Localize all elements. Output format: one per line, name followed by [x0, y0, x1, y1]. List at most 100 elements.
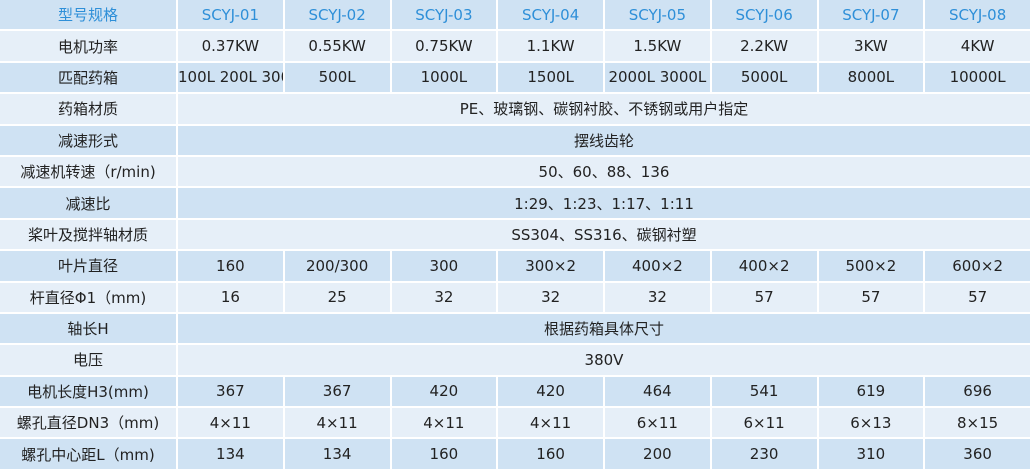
row-label: 螺孔直径DN3（mm)	[0, 408, 176, 438]
value-cell: 300×2	[498, 251, 603, 281]
value-cell: 134	[178, 439, 283, 469]
row-label: 轴长H	[0, 313, 176, 344]
value-cell: 1000L	[391, 62, 497, 93]
value-cell: 160	[178, 251, 283, 281]
value-cell: 100L 200L 300L	[178, 62, 283, 93]
value-cell: 25	[284, 282, 390, 312]
value-cell: 1.5KW	[605, 31, 710, 61]
value-cell: 32	[605, 282, 710, 312]
row-label: 电机长度H3(mm)	[0, 376, 176, 407]
value-cell: 57	[925, 282, 1030, 312]
value-cell: 6×13	[818, 408, 924, 438]
value-cell: 1:29、1:23、1:17、1:11	[178, 188, 1030, 218]
value-cell: 541	[711, 376, 817, 407]
value-cell: 0.55KW	[284, 31, 390, 61]
value-cell: 32	[391, 282, 497, 312]
model-cell: SCYJ-06	[711, 0, 817, 30]
row-label: 桨叶及搅拌轴材质	[0, 219, 176, 250]
spec-row: 减速机转速（r/min) 50、60、88、136	[0, 156, 1030, 187]
row-label: 电机功率	[0, 31, 176, 61]
row-label: 减速机转速（r/min)	[0, 156, 176, 187]
spec-row: 轴长H 根据药箱具体尺寸	[0, 313, 1030, 344]
value-cell: 4×11	[498, 408, 603, 438]
value-cell: 8000L	[818, 62, 924, 93]
value-cell: 根据药箱具体尺寸	[178, 313, 1030, 344]
value-cell: 4×11	[178, 408, 283, 438]
spec-row: 减速形式 摆线齿轮	[0, 125, 1030, 155]
value-cell: PE、玻璃钢、碳钢衬胶、不锈钢或用户指定	[178, 94, 1030, 124]
spec-row: 杆直径Φ1（mm) 16 25 32 32 32 57 57 57	[0, 282, 1030, 312]
row-label: 匹配药箱	[0, 62, 176, 93]
row-label: 减速比	[0, 188, 176, 218]
value-cell: 230	[711, 439, 817, 469]
value-cell: 4×11	[391, 408, 497, 438]
model-cell: SCYJ-07	[818, 0, 924, 30]
value-cell: 6×11	[711, 408, 817, 438]
spec-row: 螺孔中心距L（mm) 134 134 160 160 200 230 310 360	[0, 439, 1030, 469]
value-cell: 2.2KW	[711, 31, 817, 61]
value-cell: SS304、SS316、碳钢衬塑	[178, 219, 1030, 250]
model-cell: SCYJ-03	[391, 0, 497, 30]
value-cell: 464	[605, 376, 710, 407]
value-cell: 10000L	[925, 62, 1030, 93]
value-cell: 0.75KW	[391, 31, 497, 61]
row-label: 药箱材质	[0, 94, 176, 124]
value-cell: 57	[711, 282, 817, 312]
value-cell: 360	[925, 439, 1030, 469]
value-cell: 134	[284, 439, 390, 469]
model-cell: SCYJ-04	[498, 0, 603, 30]
model-cell: SCYJ-08	[925, 0, 1030, 30]
value-cell: 160	[498, 439, 603, 469]
row-label: 杆直径Φ1（mm)	[0, 282, 176, 312]
value-cell: 3KW	[818, 31, 924, 61]
spec-row: 药箱材质 PE、玻璃钢、碳钢衬胶、不锈钢或用户指定	[0, 94, 1030, 124]
value-cell: 2000L 3000L	[605, 62, 710, 93]
value-cell: 200	[605, 439, 710, 469]
value-cell: 4KW	[925, 31, 1030, 61]
row-label: 叶片直径	[0, 251, 176, 281]
value-cell: 5000L	[711, 62, 817, 93]
row-label: 减速形式	[0, 125, 176, 155]
value-cell: 50、60、88、136	[178, 156, 1030, 187]
value-cell: 摆线齿轮	[178, 125, 1030, 155]
value-cell: 57	[818, 282, 924, 312]
spec-row: 减速比 1:29、1:23、1:17、1:11	[0, 188, 1030, 218]
value-cell: 16	[178, 282, 283, 312]
value-cell: 367	[178, 376, 283, 407]
spec-row: 螺孔直径DN3（mm) 4×11 4×11 4×11 4×11 6×11 6×11 6×13 8…	[0, 408, 1030, 438]
value-cell: 619	[818, 376, 924, 407]
header-label: 型号规格	[0, 0, 176, 30]
value-cell: 500×2	[818, 251, 924, 281]
value-cell: 160	[391, 439, 497, 469]
model-cell: SCYJ-05	[605, 0, 710, 30]
model-cell: SCYJ-02	[284, 0, 390, 30]
spec-row: 电机长度H3(mm) 367 367 420 420 464 541 619 696	[0, 376, 1030, 407]
value-cell: 1500L	[498, 62, 603, 93]
row-label: 电压	[0, 345, 176, 375]
value-cell: 420	[498, 376, 603, 407]
value-cell: 0.37KW	[178, 31, 283, 61]
spec-row: 叶片直径 160 200/300 300 300×2 400×2 400×2 500×2 600…	[0, 251, 1030, 281]
value-cell: 400×2	[711, 251, 817, 281]
value-cell: 1.1KW	[498, 31, 603, 61]
value-cell: 6×11	[605, 408, 710, 438]
spec-row: 电机功率 0.37KW 0.55KW 0.75KW 1.1KW 1.5KW 2.2KW 3KW…	[0, 31, 1030, 61]
model-cell: SCYJ-01	[178, 0, 283, 30]
value-cell: 200/300	[284, 251, 390, 281]
spec-row: 桨叶及搅拌轴材质 SS304、SS316、碳钢衬塑	[0, 219, 1030, 250]
value-cell: 696	[925, 376, 1030, 407]
spec-row: 电压 380V	[0, 345, 1030, 375]
value-cell: 380V	[178, 345, 1030, 375]
value-cell: 420	[391, 376, 497, 407]
value-cell: 600×2	[925, 251, 1030, 281]
value-cell: 300	[391, 251, 497, 281]
value-cell: 4×11	[284, 408, 390, 438]
value-cell: 32	[498, 282, 603, 312]
value-cell: 500L	[284, 62, 390, 93]
value-cell: 8×15	[925, 408, 1030, 438]
header-row: 型号规格 SCYJ-01 SCYJ-02 SCYJ-03 SCYJ-04 SCYJ-05 S…	[0, 0, 1030, 30]
value-cell: 400×2	[605, 251, 710, 281]
